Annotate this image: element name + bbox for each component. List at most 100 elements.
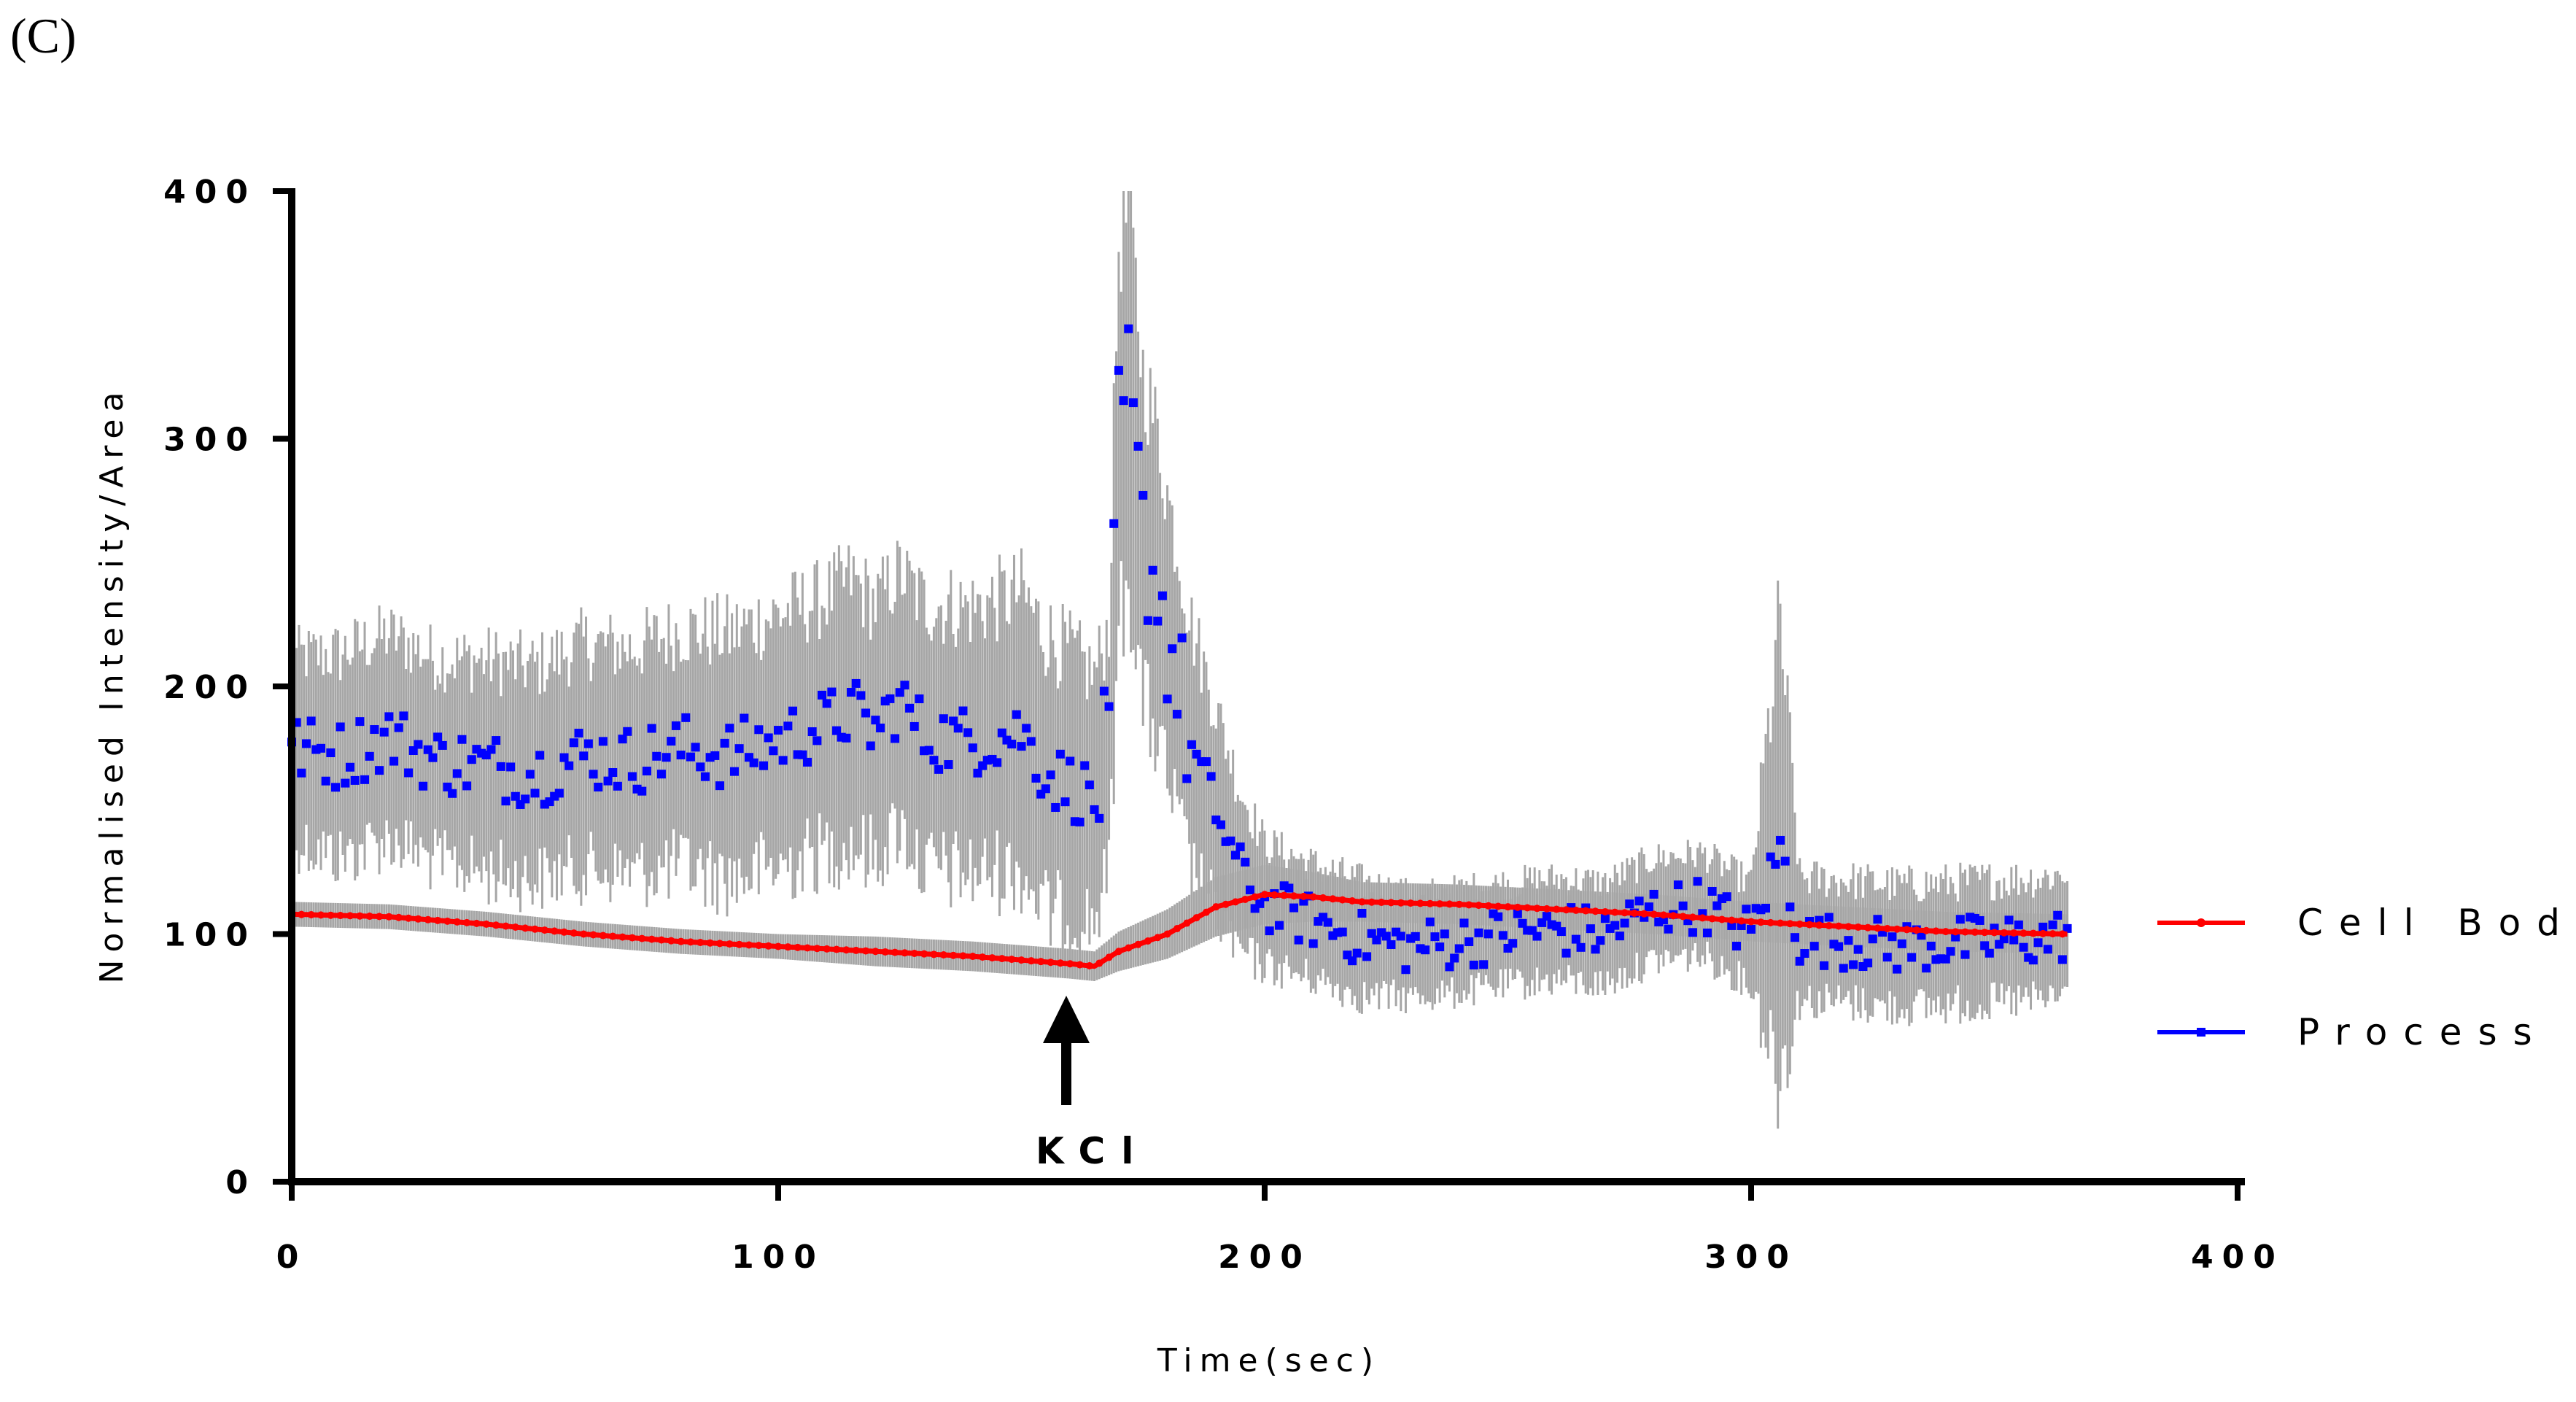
process-point bbox=[1839, 964, 1848, 973]
process-point bbox=[1012, 710, 1021, 719]
cell-body-point bbox=[1008, 956, 1016, 964]
process-point bbox=[2043, 945, 2052, 954]
process-point bbox=[1494, 912, 1503, 921]
process-point bbox=[1401, 965, 1411, 975]
cell-body-point bbox=[2039, 929, 2047, 937]
cell-body-point bbox=[1757, 918, 1765, 926]
process-point bbox=[1576, 942, 1586, 952]
process-point bbox=[1907, 953, 1917, 962]
process-point bbox=[997, 728, 1006, 737]
process-point bbox=[302, 739, 311, 748]
process-point bbox=[1644, 902, 1653, 912]
process-point bbox=[1960, 950, 1970, 959]
process-point bbox=[1532, 932, 1542, 941]
process-point bbox=[1615, 932, 1624, 941]
process-point bbox=[1284, 883, 1294, 893]
process-point bbox=[1119, 396, 1128, 406]
legend-item-process: Process bbox=[2157, 1011, 2532, 1053]
process-point bbox=[535, 751, 545, 760]
process-point bbox=[1265, 926, 1274, 936]
cell-body-point bbox=[1990, 929, 1998, 937]
process-point bbox=[1075, 817, 1085, 826]
process-point bbox=[734, 744, 744, 754]
process-point bbox=[1435, 942, 1445, 952]
cell-body-point bbox=[1309, 893, 1317, 901]
process-point bbox=[934, 764, 944, 774]
process-point bbox=[1731, 942, 1741, 951]
process-point bbox=[924, 745, 934, 755]
cell-body-point bbox=[1952, 928, 1960, 936]
cell-body-point bbox=[1397, 899, 1405, 907]
process-point bbox=[1780, 856, 1790, 866]
cell-body-point bbox=[697, 939, 705, 947]
process-point bbox=[1649, 889, 1659, 899]
cell-body-point bbox=[1378, 899, 1386, 907]
cell-body-point bbox=[365, 913, 373, 921]
legend-marker-cell-body bbox=[2197, 918, 2205, 927]
y-tick-label: 200 bbox=[163, 669, 257, 706]
cell-body-point bbox=[686, 938, 694, 946]
process-point bbox=[1561, 948, 1571, 958]
process-point bbox=[559, 753, 569, 762]
process-point bbox=[1600, 914, 1610, 923]
cell-body-point bbox=[1095, 959, 1103, 967]
process-point bbox=[603, 776, 613, 786]
y-axis-title: Normalised Intensity/Area bbox=[93, 385, 131, 984]
process-point bbox=[909, 721, 919, 731]
process-point bbox=[1168, 644, 1177, 654]
process-point bbox=[1873, 915, 1882, 924]
process-point bbox=[1980, 941, 1990, 950]
process-point bbox=[1785, 902, 1795, 912]
process-point bbox=[574, 729, 583, 738]
cell-body-point bbox=[775, 942, 782, 950]
process-point bbox=[1241, 857, 1250, 867]
cell-body-point bbox=[1407, 899, 1415, 907]
cell-body-point bbox=[1621, 909, 1629, 917]
legend-item-cell-body: Cell Body bbox=[2157, 902, 2576, 944]
cell-body-point bbox=[395, 913, 403, 921]
cell-body-point bbox=[1611, 908, 1619, 916]
cell-body-point bbox=[2020, 929, 2028, 937]
cell-body-point bbox=[1699, 914, 1707, 922]
process-point bbox=[1926, 941, 1936, 950]
process-point bbox=[953, 724, 963, 733]
process-point bbox=[642, 767, 651, 776]
process-point bbox=[326, 748, 335, 758]
cell-body-point bbox=[1524, 904, 1532, 912]
cell-body-point bbox=[570, 929, 578, 937]
process-point bbox=[1844, 936, 1853, 945]
cell-body-point bbox=[1202, 908, 1210, 916]
process-point bbox=[1946, 947, 1955, 956]
process-point bbox=[1230, 851, 1240, 860]
process-point bbox=[618, 735, 627, 744]
process-point bbox=[613, 781, 622, 791]
process-point bbox=[594, 783, 603, 792]
process-point bbox=[1187, 740, 1196, 749]
cell-body-point bbox=[804, 944, 812, 952]
process-point bbox=[1747, 924, 1756, 934]
cell-body-point bbox=[1134, 940, 1142, 948]
cell-body-point bbox=[298, 910, 306, 918]
cell-body-point bbox=[979, 953, 987, 961]
process-point bbox=[891, 734, 900, 743]
process-point bbox=[1955, 915, 1965, 924]
process-point bbox=[2028, 956, 2038, 965]
process-point bbox=[589, 770, 598, 779]
x-axis-title: Time(sec) bbox=[1157, 1342, 1381, 1379]
process-point bbox=[1820, 961, 1829, 970]
cell-body-point bbox=[1591, 907, 1599, 915]
cell-body-point bbox=[1777, 919, 1785, 927]
cell-body-point bbox=[1825, 921, 1833, 929]
process-point bbox=[662, 753, 671, 762]
cell-body-point bbox=[1786, 920, 1794, 928]
cell-body-point bbox=[1912, 926, 1920, 934]
process-point bbox=[637, 786, 647, 796]
process-point bbox=[414, 740, 423, 749]
process-point bbox=[1128, 398, 1138, 408]
cell-body-point bbox=[891, 948, 899, 956]
legend: Cell Body Process bbox=[2157, 902, 2576, 1053]
process-point bbox=[1722, 892, 1731, 902]
process-point bbox=[1800, 949, 1809, 958]
process-point bbox=[720, 738, 729, 748]
